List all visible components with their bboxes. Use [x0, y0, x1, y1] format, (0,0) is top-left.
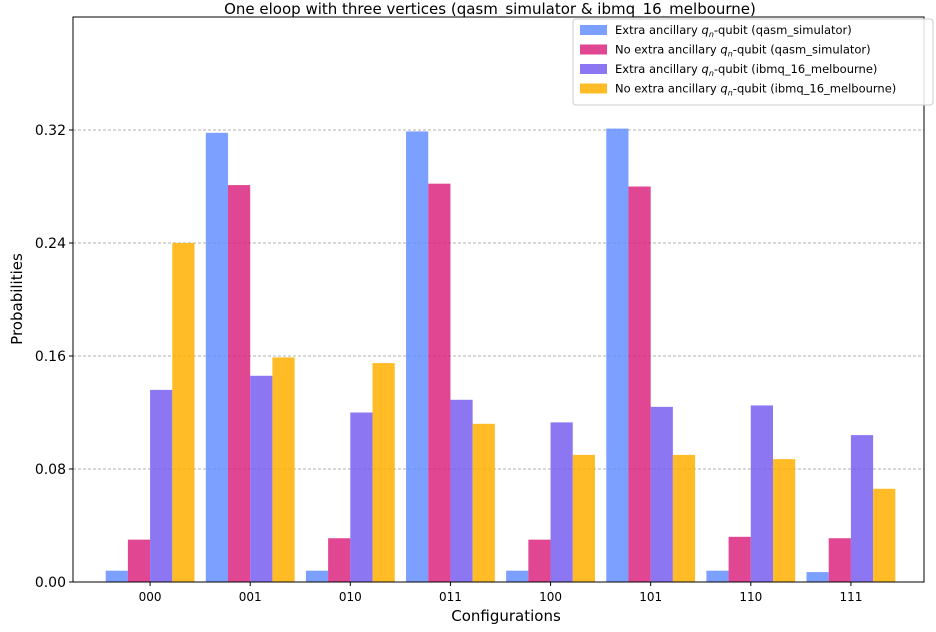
bar — [650, 406, 673, 582]
bar — [272, 357, 295, 582]
bar — [305, 570, 329, 582]
y-axis-label: Probabilities — [8, 253, 26, 345]
bar — [428, 183, 451, 583]
y-tick-label: 0.24 — [35, 236, 66, 252]
bar — [806, 572, 829, 582]
bar — [728, 536, 751, 582]
axes — [72, 16, 925, 583]
x-tick-label: 011 — [439, 590, 462, 604]
bar — [850, 435, 874, 582]
bar — [750, 405, 773, 582]
x-tick-label: 001 — [239, 590, 262, 604]
x-tick-label: 010 — [339, 590, 362, 604]
bar — [172, 243, 195, 582]
legend-swatch — [580, 64, 607, 74]
bar — [350, 412, 373, 582]
bar — [205, 132, 229, 582]
legend-swatch — [580, 25, 607, 35]
x-axis-label: Configurations — [451, 607, 561, 625]
bar — [606, 128, 629, 582]
bar — [150, 389, 173, 582]
legend-frame — [572, 18, 934, 106]
legend-entry: Extra ancillary qn-qubit (qasm_simulator… — [615, 23, 852, 39]
legend: Extra ancillary qn-qubit (qasm_simulator… — [572, 18, 934, 106]
x-tick-label: 111 — [839, 590, 862, 604]
bar — [105, 570, 128, 582]
bar — [528, 539, 551, 582]
bar — [127, 539, 151, 582]
bar — [828, 538, 851, 582]
y-ticks: 0.00 0.08 0.16 0.24 0.32 — [35, 123, 73, 591]
bar — [372, 363, 395, 582]
x-tick-label: 100 — [539, 590, 562, 604]
bar — [706, 570, 729, 582]
y-tick-label: 0.00 — [35, 575, 66, 591]
chart-title: One eloop with three vertices (qasm_simu… — [224, 0, 756, 19]
bar — [406, 131, 429, 582]
bar — [506, 570, 529, 582]
legend-swatch — [580, 83, 607, 94]
bar — [572, 454, 595, 582]
bar — [628, 186, 651, 582]
bar — [328, 538, 351, 582]
x-ticks: 000 001 010 011 100 101 110 111 — [139, 582, 862, 604]
legend-entry: Extra ancillary qn-qubit (ibmq_16_melbou… — [615, 62, 877, 78]
legend-entry: No extra ancillary qn-qubit (qasm_simula… — [615, 43, 871, 59]
bars — [105, 128, 896, 583]
bar — [550, 422, 573, 582]
bar — [672, 454, 696, 582]
x-tick-label: 000 — [139, 590, 162, 604]
bar — [772, 459, 796, 582]
bar — [450, 399, 473, 582]
bar — [472, 423, 495, 582]
legend-entry: No extra ancillary qn-qubit (ibmq_16_mel… — [615, 82, 896, 98]
bar — [873, 488, 896, 582]
x-tick-label: 110 — [739, 590, 762, 604]
bar — [250, 375, 273, 582]
x-tick-label: 101 — [639, 590, 662, 604]
plot-frame — [72, 16, 925, 583]
y-tick-label: 0.32 — [35, 123, 66, 139]
legend-swatch — [580, 44, 607, 55]
y-tick-label: 0.16 — [35, 349, 66, 365]
bar — [228, 185, 251, 582]
grid-lines — [73, 129, 924, 470]
y-tick-label: 0.08 — [35, 462, 66, 478]
